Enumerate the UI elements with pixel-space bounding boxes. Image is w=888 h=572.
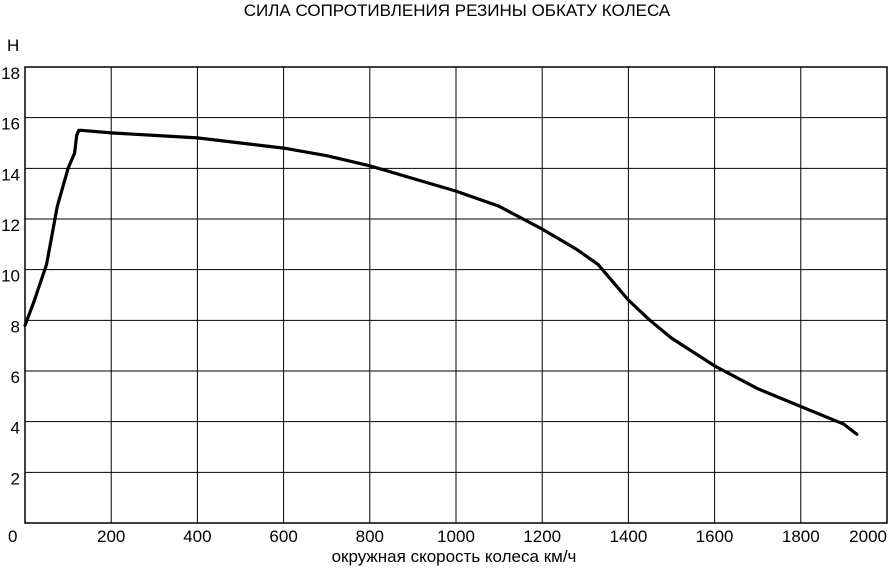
tick-labels: 0 200 400 600 800 1000 1200 1400 1600 1800 2000 2 4 6… bbox=[1, 64, 887, 546]
x-tick-label: 1800 bbox=[782, 527, 820, 546]
x-tick-label: 1000 bbox=[437, 527, 475, 546]
x-tick-label: 800 bbox=[356, 527, 384, 546]
x-tick-label: 0 bbox=[8, 527, 17, 546]
x-tick-label: 1200 bbox=[523, 527, 561, 546]
y-tick-label: 2 bbox=[11, 469, 20, 488]
y-tick-label: 8 bbox=[11, 317, 20, 336]
x-axis-label: окружная скорость колеса км/ч bbox=[332, 547, 577, 566]
x-tick-label: 1400 bbox=[609, 527, 647, 546]
x-tick-label: 1600 bbox=[696, 527, 734, 546]
y-axis-label: Н bbox=[7, 36, 19, 55]
y-tick-label: 18 bbox=[1, 64, 20, 83]
chart-title: СИЛА СОПРОТИВЛЕНИЯ РЕЗИНЫ ОБКАТУ КОЛЕСА bbox=[244, 1, 671, 20]
series-line bbox=[23, 128, 859, 436]
x-tick-label: 200 bbox=[97, 527, 125, 546]
x-tick-label: 2000 bbox=[849, 527, 887, 546]
y-tick-label: 16 bbox=[1, 115, 20, 134]
grid bbox=[25, 67, 887, 523]
y-tick-label: 14 bbox=[1, 165, 20, 184]
series-layer bbox=[23, 128, 859, 436]
y-tick-label: 6 bbox=[11, 368, 20, 387]
plot-frame bbox=[24, 66, 888, 524]
y-tick-label: 10 bbox=[1, 267, 20, 286]
y-tick-label: 4 bbox=[11, 419, 20, 438]
y-tick-label: 12 bbox=[1, 216, 20, 235]
x-tick-label: 400 bbox=[183, 527, 211, 546]
x-tick-label: 600 bbox=[269, 527, 297, 546]
